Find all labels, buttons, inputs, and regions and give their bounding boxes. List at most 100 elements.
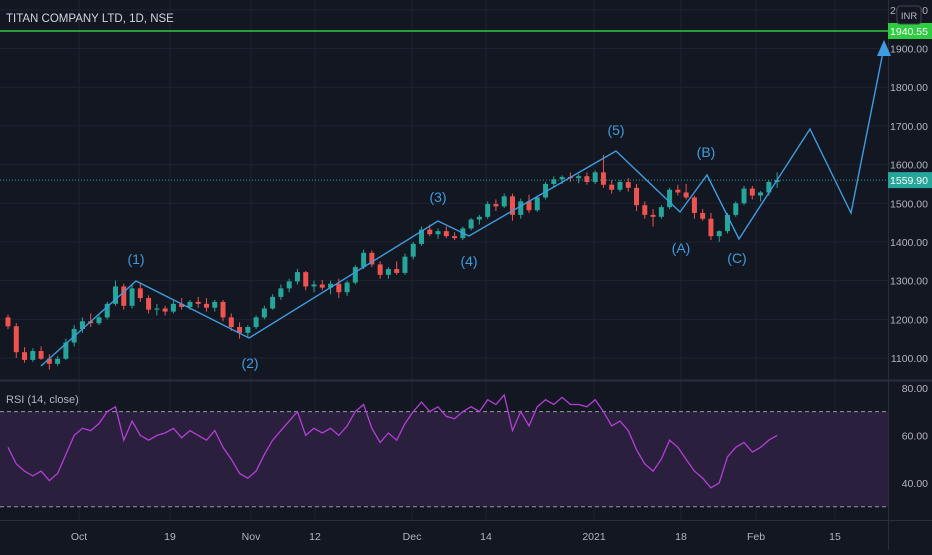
candle-up (518, 201, 524, 215)
x-tick-label: Dec (403, 531, 422, 543)
candle-up (245, 327, 251, 333)
candle-up (113, 286, 119, 304)
candle-down (336, 283, 342, 293)
candle-down (625, 182, 631, 188)
rsi-band-fill (0, 411, 888, 507)
candle-up (667, 189, 673, 208)
wave-label: (B) (697, 144, 716, 160)
candle-down (38, 351, 44, 359)
candle-down (13, 326, 19, 353)
candle-down (443, 231, 449, 237)
candle-up (55, 358, 61, 364)
candle-down (137, 288, 143, 299)
candle-down (493, 204, 499, 207)
candle-down (319, 284, 325, 288)
candle-up (402, 256, 408, 273)
candle-up (352, 267, 358, 283)
candle-down (162, 308, 168, 312)
candle-up (410, 243, 416, 257)
last-price-label: 1559.90 (890, 175, 928, 187)
candle-up (270, 296, 276, 309)
candle-up (716, 231, 722, 237)
candle-up (212, 301, 218, 308)
candle-up (559, 176, 565, 180)
candle-up (361, 252, 367, 268)
wave-label: (2) (241, 355, 258, 371)
rsi-tick-label: 60.00 (902, 430, 928, 442)
x-tick-label: 2021 (582, 531, 606, 543)
candle-down (526, 201, 532, 211)
candle-up (328, 283, 334, 288)
candle-up (344, 282, 350, 293)
wave-label: (1) (127, 251, 144, 267)
candle-down (146, 298, 152, 310)
candle-up (96, 317, 102, 324)
y-tick-label: 1300.00 (890, 276, 928, 288)
candle-up (766, 182, 772, 193)
candle-down (195, 301, 201, 304)
x-tick-label: 12 (309, 531, 321, 543)
elliott-wave-layer: (1) (2) (3) (4) (5) (A) (B) (C) (40, 40, 891, 371)
rsi-line (7, 393, 778, 489)
candle-down (634, 187, 640, 206)
resistance-badge (888, 23, 932, 39)
y-tick-label: 1900.00 (890, 44, 928, 56)
symbol-title: TITAN COMPANY LTD, 1D, NSE (6, 13, 174, 25)
y-tick-label: 1400.00 (890, 237, 928, 249)
resistance-label: 1940.55 (890, 26, 928, 38)
wave-arrowhead (877, 40, 891, 56)
candle-up (551, 179, 557, 184)
wave-label: (5) (607, 122, 624, 138)
wave-label: (A) (672, 240, 691, 256)
candle-down (691, 197, 697, 213)
candle-up (154, 308, 160, 310)
candle-down (427, 229, 433, 235)
elliott-wave-path[interactable] (40, 46, 885, 367)
candle-down (220, 301, 226, 318)
candle-up (104, 303, 110, 318)
candle-up (294, 272, 300, 282)
candle-down (584, 176, 590, 183)
candle-down (179, 303, 185, 307)
currency-label: INR (901, 11, 918, 22)
candle-up (617, 182, 623, 190)
currency-button[interactable] (896, 5, 922, 25)
price-axis[interactable]: Oct 19 Nov 12 Dec 14 2021 18 Feb 15 1100.00 1200.00… (71, 5, 932, 543)
candle-up (435, 231, 441, 235)
candle-down (700, 212, 706, 219)
candle-up (419, 229, 424, 244)
last-price-badge (888, 172, 932, 189)
candle-down (642, 205, 648, 215)
candle-up (63, 342, 69, 359)
y-tick-label: 1700.00 (890, 121, 928, 133)
candle-up (129, 288, 135, 306)
candle-up (658, 207, 664, 217)
candle-down (675, 189, 681, 193)
candle-up (485, 204, 491, 217)
candle-up (278, 288, 284, 297)
candle-down (452, 236, 458, 239)
y-tick-label: 1500.00 (890, 198, 928, 210)
candle-up (286, 281, 292, 289)
rsi-title: RSI (14, close) (6, 394, 79, 406)
x-tick-label: 14 (480, 531, 492, 543)
candle-up (261, 308, 267, 318)
candle-down (708, 218, 714, 237)
wave-label: (3) (429, 189, 446, 205)
candle-up (30, 351, 36, 360)
candle-up (543, 183, 549, 198)
candle-down (650, 214, 656, 217)
y-tick-label: 1800.00 (890, 82, 928, 94)
y-tick-label: 1200.00 (890, 314, 928, 326)
x-tick-label: 18 (675, 531, 687, 543)
candle-down (121, 286, 127, 306)
rsi-panel: RSI (14, close) (0, 393, 888, 508)
candle-up (253, 317, 259, 328)
candle-down (203, 303, 209, 308)
candle-down (303, 272, 309, 287)
candle-up (741, 188, 747, 204)
candle-down (683, 192, 689, 198)
rsi-tick-label: 80.00 (902, 383, 928, 395)
